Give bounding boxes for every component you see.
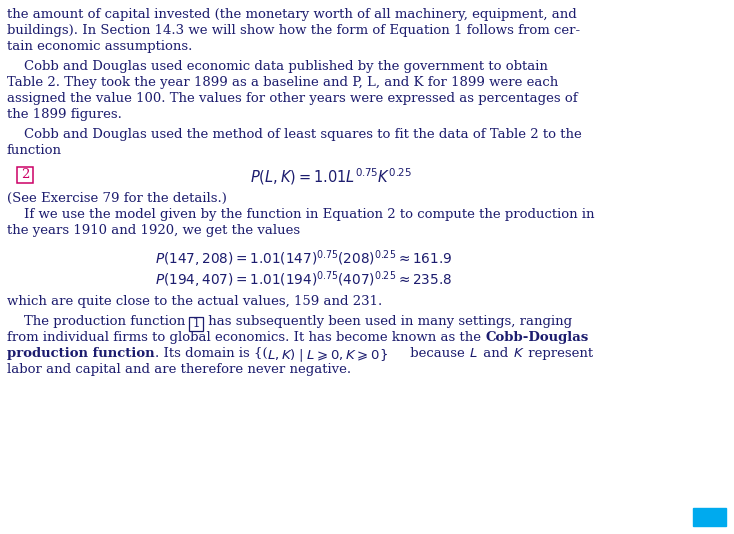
Text: the 1899 figures.: the 1899 figures. — [7, 108, 122, 121]
FancyBboxPatch shape — [189, 317, 203, 331]
Bar — [693, 508, 726, 526]
Text: Cobb-Douglas: Cobb-Douglas — [485, 331, 589, 344]
Text: Cobb and Douglas used economic data published by the government to obtain: Cobb and Douglas used economic data publ… — [7, 60, 548, 73]
Text: $L$: $L$ — [469, 347, 478, 360]
Text: . Its domain is {(: . Its domain is {( — [155, 347, 267, 360]
Text: buildings). In Section 14.3 we will show how the form of Equation 1 follows from: buildings). In Section 14.3 we will show… — [7, 24, 580, 37]
Text: assigned the value 100. The values for other years were expressed as percentages: assigned the value 100. The values for o… — [7, 92, 578, 105]
Text: the years 1910 and 1920, we get the values: the years 1910 and 1920, we get the valu… — [7, 224, 300, 237]
Text: $P(147, 208) = 1.01(147)^{0.75}(208)^{0.25} \approx 161.9$: $P(147, 208) = 1.01(147)^{0.75}(208)^{0.… — [155, 248, 452, 269]
Text: represent: represent — [524, 347, 593, 360]
Text: tain economic assumptions.: tain economic assumptions. — [7, 40, 192, 53]
FancyBboxPatch shape — [17, 167, 33, 183]
Text: If we use the model given by the function in Equation 2 to compute the productio: If we use the model given by the functio… — [7, 208, 595, 221]
Text: (See Exercise 79 for the details.): (See Exercise 79 for the details.) — [7, 192, 227, 205]
Text: and: and — [479, 347, 513, 360]
Text: $L, K) \mid L \geqslant 0, K \geqslant 0\}$: $L, K) \mid L \geqslant 0, K \geqslant 0… — [267, 347, 388, 364]
Text: function: function — [7, 144, 62, 157]
Text: labor and capital and are therefore never negative.: labor and capital and are therefore neve… — [7, 363, 351, 376]
Text: the amount of capital invested (the monetary worth of all machinery, equipment, : the amount of capital invested (the mone… — [7, 8, 577, 21]
Text: which are quite close to the actual values, 159 and 231.: which are quite close to the actual valu… — [7, 295, 382, 308]
Text: from individual firms to global economics. It has become known as the: from individual firms to global economic… — [7, 331, 485, 344]
Text: 1: 1 — [192, 317, 200, 330]
Text: $P(194, 407) = 1.01(194)^{0.75}(407)^{0.25} \approx 235.8$: $P(194, 407) = 1.01(194)^{0.75}(407)^{0.… — [155, 269, 452, 289]
Text: Cobb and Douglas used the method of least squares to fit the data of Table 2 to : Cobb and Douglas used the method of leas… — [7, 128, 582, 141]
Text: The production function: The production function — [7, 315, 189, 328]
Text: production function: production function — [7, 347, 155, 360]
Text: because: because — [407, 347, 469, 360]
Text: 2: 2 — [21, 169, 29, 182]
Text: $P(L, K) = 1.01L^{0.75}K^{0.25}$: $P(L, K) = 1.01L^{0.75}K^{0.25}$ — [250, 166, 412, 187]
Text: has subsequently been used in many settings, ranging: has subsequently been used in many setti… — [205, 315, 573, 328]
Text: $K$: $K$ — [513, 347, 524, 360]
Text: Table 2. They took the year 1899 as a baseline and P, L, and K for 1899 were eac: Table 2. They took the year 1899 as a ba… — [7, 76, 559, 89]
